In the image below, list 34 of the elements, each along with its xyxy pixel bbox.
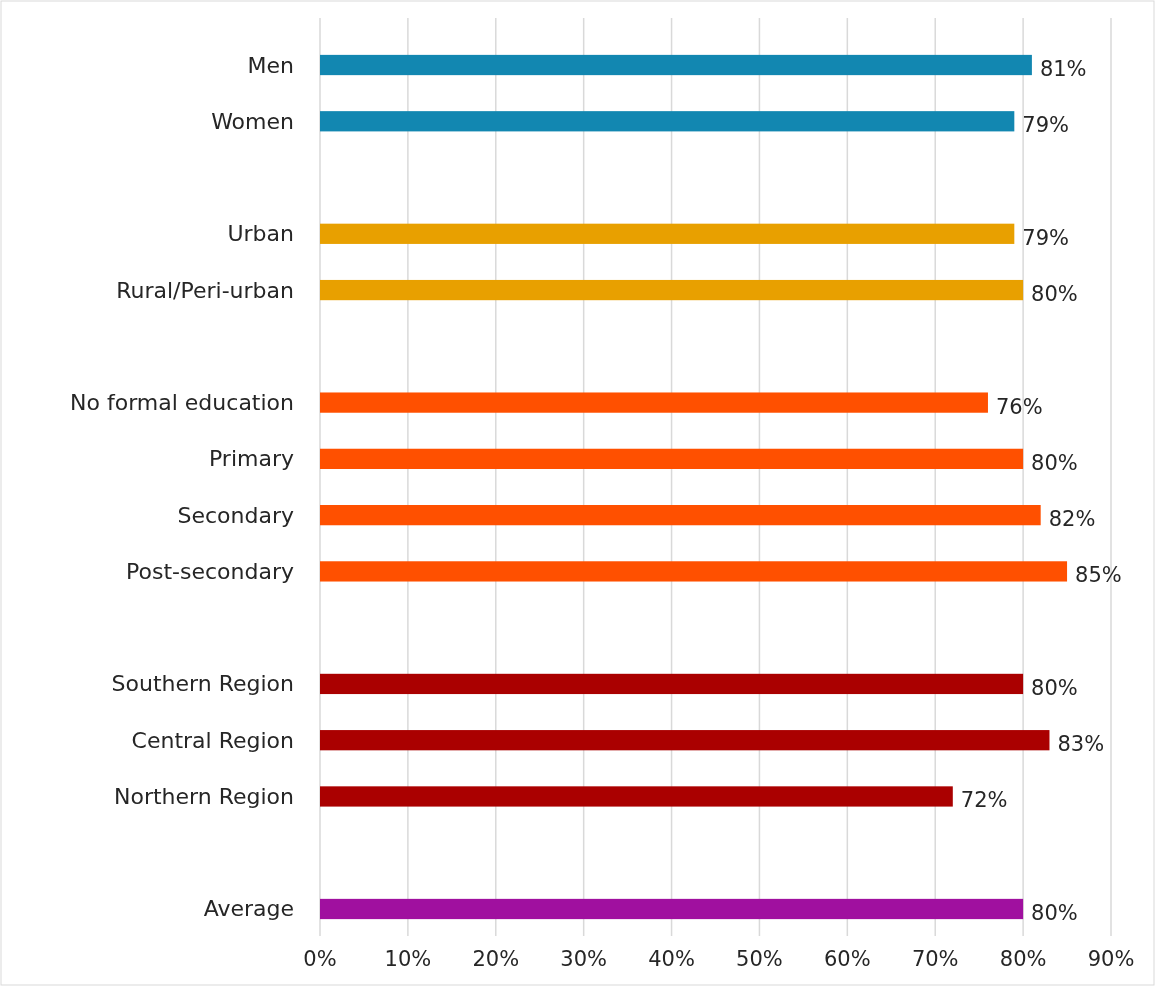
y-tick-label: No formal education: [70, 390, 294, 416]
y-tick-label: Average: [203, 896, 294, 922]
data-label: 72%: [960, 788, 1008, 813]
y-tick-label: Women: [211, 108, 294, 134]
data-label: 76%: [995, 394, 1043, 419]
y-tick-label: Secondary: [177, 502, 294, 528]
x-tick-label: 60%: [823, 947, 871, 971]
x-tick-label: 90%: [1087, 947, 1135, 971]
y-tick-label: Northern Region: [114, 783, 294, 809]
data-label: 80%: [1031, 900, 1078, 925]
data-label: 80%: [1031, 675, 1078, 700]
x-tick-label: 20%: [472, 947, 520, 971]
x-tick-label: 30%: [560, 947, 608, 971]
data-label: 83%: [1057, 732, 1105, 757]
x-tick-label: 50%: [736, 947, 783, 971]
data-label: 85%: [1075, 563, 1122, 588]
data-label: 82%: [1048, 507, 1096, 532]
y-tick-label: Men: [247, 52, 294, 78]
y-tick-label: Primary: [208, 446, 294, 472]
data-label: 80%: [1031, 282, 1078, 307]
x-tick-label: 80%: [999, 947, 1047, 971]
x-tick-label: 10%: [384, 947, 432, 971]
x-tick-label: 0%: [303, 947, 337, 971]
x-tick-label: 70%: [911, 947, 959, 971]
y-tick-label: Central Region: [131, 727, 294, 753]
data-label: 79%: [1022, 225, 1070, 250]
y-tick-label: Southern Region: [111, 671, 294, 697]
data-label: 81%: [1039, 57, 1087, 82]
y-tick-label: Urban: [227, 221, 294, 247]
data-label: 80%: [1031, 450, 1078, 475]
y-tick-label: Post-secondary: [126, 558, 294, 584]
y-tick-label: Rural/Peri-urban: [116, 277, 294, 303]
x-tick-label: 40%: [648, 947, 695, 971]
data-label: 79%: [1022, 113, 1070, 138]
